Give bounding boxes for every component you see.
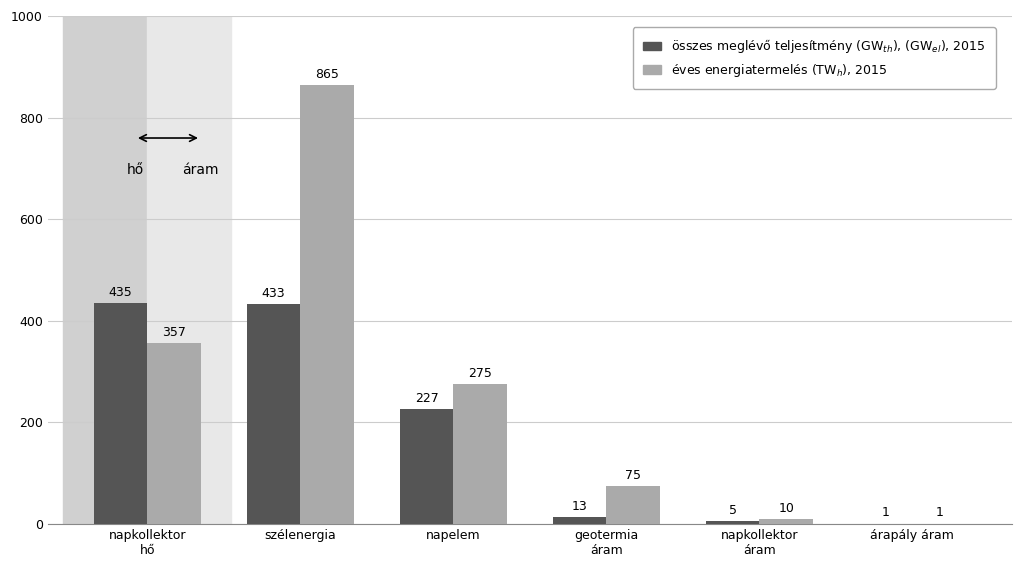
Bar bbox=[552, 517, 607, 524]
Bar bbox=[453, 385, 507, 524]
Bar bbox=[63, 16, 147, 524]
Text: 433: 433 bbox=[262, 287, 285, 300]
Text: hő: hő bbox=[127, 164, 143, 177]
Text: áram: áram bbox=[183, 164, 219, 177]
Bar bbox=[147, 343, 201, 524]
Legend: összes meglévő teljesítmény (GW$_{th}$), (GW$_{el}$), 2015, éves energiatermelés: összes meglévő teljesítmény (GW$_{th}$),… bbox=[632, 27, 996, 89]
Bar bbox=[607, 486, 660, 524]
Bar bbox=[706, 521, 759, 524]
Text: 10: 10 bbox=[779, 502, 794, 515]
Text: 275: 275 bbox=[469, 367, 492, 381]
Text: 1: 1 bbox=[935, 507, 943, 520]
Bar bbox=[94, 303, 147, 524]
Text: 357: 357 bbox=[163, 325, 186, 339]
Bar bbox=[400, 409, 453, 524]
Text: 435: 435 bbox=[108, 286, 132, 299]
Text: 13: 13 bbox=[572, 500, 587, 513]
Bar bbox=[301, 85, 354, 524]
Text: 227: 227 bbox=[414, 392, 439, 404]
Bar bbox=[147, 16, 231, 524]
Text: 75: 75 bbox=[625, 469, 641, 482]
Text: 1: 1 bbox=[882, 507, 890, 520]
Bar bbox=[247, 304, 301, 524]
Text: 865: 865 bbox=[315, 68, 339, 81]
Text: 5: 5 bbox=[728, 504, 737, 517]
Bar bbox=[759, 519, 813, 524]
